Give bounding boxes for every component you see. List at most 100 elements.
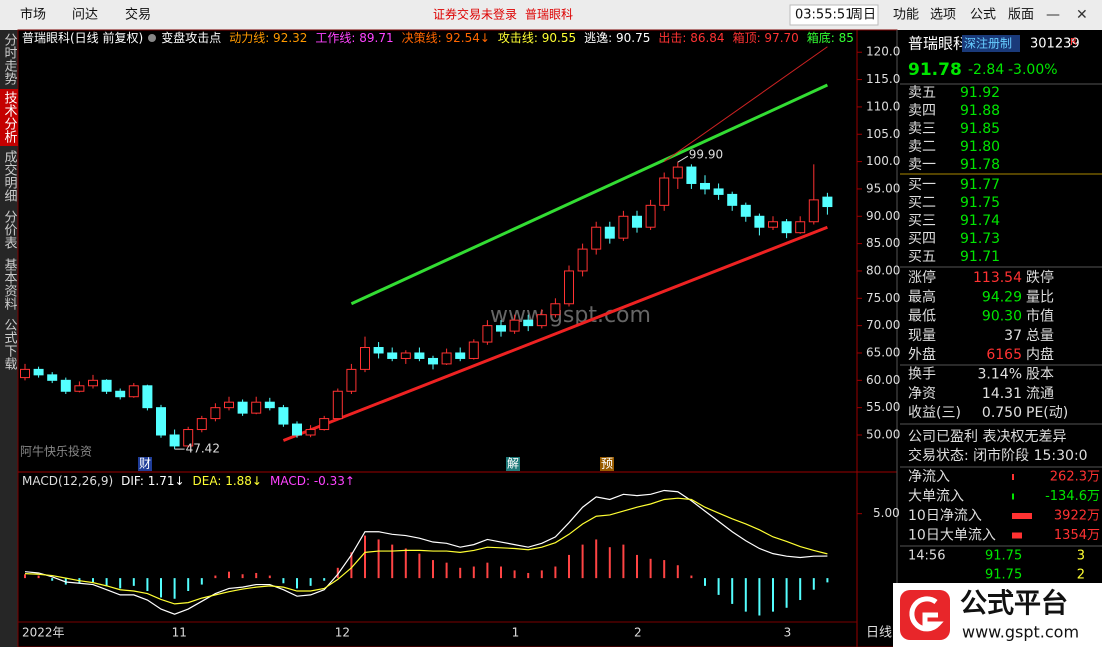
candle-body [482,325,493,343]
macd-line [24,489,828,615]
logo-glyph [909,596,944,632]
x-tick-label: 2 [634,626,642,640]
stat-value: 37 [1004,328,1022,344]
bid-label: 买四 [908,231,936,247]
candle-body [264,401,275,409]
high-pointer [677,155,689,163]
candle-body [251,401,262,414]
trend-line [350,83,829,306]
flow-label: 10日大单流入 [908,528,996,544]
flow-value: 262.3万 [1050,470,1100,485]
current-stock: 普瑞眼科 [525,8,573,22]
side-tab[interactable]: 技术分析 [2,91,18,143]
menu-item[interactable]: 市场 [20,7,46,23]
stat-value: 113.54 [973,270,1022,286]
logo-text: 公式平台 [960,588,1068,620]
window-close[interactable]: ✕ [1076,7,1088,23]
bid-label: 买一 [908,177,936,193]
event-mark[interactable]: 财 [139,457,151,471]
x-tick-label: 3 [784,626,792,640]
price-change-pct: -3.00% [1008,62,1058,78]
window-minimize[interactable]: — [1046,7,1060,23]
bid-price: 91.74 [960,213,1000,229]
candle-body [196,418,207,431]
candle-body [604,226,615,239]
bid-price: 91.75 [960,195,1000,211]
stat-value: 90.30 [982,309,1022,325]
x-tick-label: 12 [335,626,350,640]
tick-time: 14:56 [908,549,945,564]
ask-price: 91.85 [960,121,1000,137]
x-tick-label: 11 [172,626,187,640]
candle-body [455,352,466,359]
x-tick-label: 2022年 [22,626,65,640]
side-tab[interactable]: 公式下载 [2,318,18,371]
side-tab[interactable]: 成交明细 [2,150,18,202]
indicator-value: 工作线: 89.71 [315,31,393,45]
indicator-icon [148,34,156,42]
legend-entry: DIF: 1.71↓ [121,474,184,488]
candle-body [101,379,112,392]
ask-price: 91.88 [960,103,1000,119]
candle-body [468,341,479,359]
y-tick-label: 115.0 [866,72,900,86]
candle-body [781,221,792,234]
candle-body [332,390,343,420]
candle-body [278,407,289,425]
high-label: 99.90 [689,148,723,162]
candle-body [74,385,85,392]
bid-label: 买三 [908,213,936,229]
candle-body [550,303,561,316]
candle-body [727,193,738,206]
side-tab[interactable]: 分时走势 [2,33,18,86]
candle-body [713,188,724,195]
candle-body [128,385,139,398]
menu-item[interactable]: 问达 [72,8,98,23]
side-tab[interactable]: 分价表 [2,210,18,249]
period-label[interactable]: 日线 [866,626,892,641]
candle-body [754,215,765,228]
indicator-value: 动力线: 92.32 [229,31,307,45]
side-tab[interactable]: 基本资料 [2,258,18,310]
stat-label: 涨停 [908,269,936,286]
candle-body [292,423,302,436]
tool-menu[interactable]: 选项 [930,8,956,23]
candle-body [210,407,221,420]
event-mark-box [600,457,614,471]
stat-label: 总量 [1026,328,1054,344]
flow-label: 10日净流入 [908,508,982,524]
stat-label: 净资 [908,386,936,402]
trend-line [663,46,828,163]
ask-price: 91.80 [960,139,1000,155]
menu-item[interactable]: 交易 [125,7,151,23]
tool-menu[interactable]: 版面 [1008,8,1034,23]
stat-value: 3.14% [978,367,1022,383]
candle-body [509,319,520,332]
tick-price: 91.75 [985,568,1022,583]
tool-menu[interactable]: 公式 [970,8,996,23]
status-note: 交易状态: 闭市阶段 15:30:0 [908,447,1088,464]
ask-label: 卖二 [908,139,936,155]
login-notice[interactable]: 证券交易未登录 [433,7,517,22]
flow-bar [1012,493,1014,500]
event-mark-box [138,457,152,471]
candle-body [618,215,629,239]
candle-body [700,182,710,190]
stat-value: 94.29 [982,289,1022,305]
candle-body [536,314,547,327]
y-tick-label: 105.0 [866,127,900,141]
tool-menu[interactable]: 功能 [893,8,919,23]
y-tick-label: 85.00 [866,236,900,250]
y-tick-label: 55.00 [866,400,900,414]
event-mark[interactable]: 预 [601,457,613,471]
candle-body [645,204,656,228]
indicator-value: 出击: 86.84 [658,31,724,45]
stat-value: 6165 [986,347,1022,363]
trend-line [282,225,828,442]
indicator-value: 箱顶: 97.70 [733,30,799,45]
bid-price: 91.71 [960,249,1000,265]
candle-body [156,407,166,436]
event-mark[interactable]: 解 [507,457,519,471]
candle-body [400,352,411,359]
candle-body [822,196,833,208]
